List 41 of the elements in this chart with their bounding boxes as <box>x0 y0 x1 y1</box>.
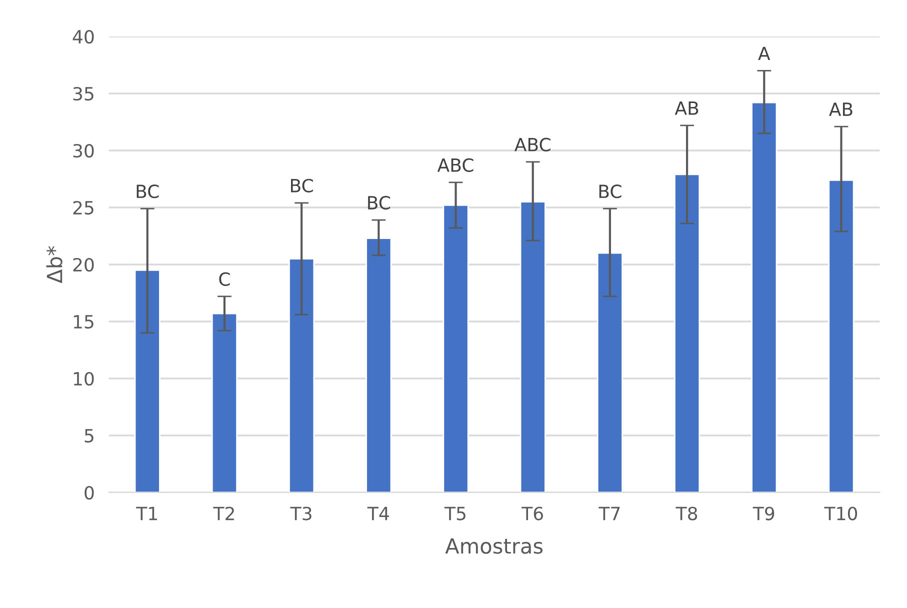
annotation: AB <box>674 102 698 115</box>
annotation: A <box>758 46 770 60</box>
annotation: BC <box>136 184 159 198</box>
y-tick-label: 5 <box>84 429 94 443</box>
bar <box>366 238 392 492</box>
bar <box>211 312 238 492</box>
bar <box>828 179 854 492</box>
annotation: BC <box>291 178 313 192</box>
annotation: BC <box>599 184 622 198</box>
bar <box>596 252 623 492</box>
y-tick-label: 0 <box>84 486 94 500</box>
x-tick-label: T7 <box>598 506 620 520</box>
annotation: AB <box>829 102 852 116</box>
x-tick-label: T3 <box>290 506 312 520</box>
y-tick-label: 35 <box>73 86 94 101</box>
y-tick-label: 10 <box>74 372 94 386</box>
y-tick-label: 15 <box>74 315 94 329</box>
x-tick-label: T9 <box>752 506 774 520</box>
annotation: BC <box>368 196 390 210</box>
x-tick-label: T2 <box>213 506 234 520</box>
bar <box>520 201 546 492</box>
y-tick-label: 25 <box>73 200 94 215</box>
y-axis-title: Δb* <box>46 246 62 284</box>
x-tick-label: T10 <box>824 506 858 520</box>
x-tick-label: T6 <box>522 506 543 520</box>
y-tick-label: 40 <box>72 30 94 44</box>
bar <box>674 174 700 492</box>
annotation: ABC <box>437 158 474 172</box>
y-tick-label: 20 <box>73 258 94 272</box>
bar <box>751 102 778 492</box>
bar <box>442 204 469 492</box>
x-tick-label: T1 <box>136 506 157 520</box>
x-axis-title: Amostras <box>445 538 543 554</box>
bar <box>288 258 315 492</box>
annotation: C <box>219 272 230 286</box>
x-tick-label: T4 <box>367 506 389 520</box>
annotation: ABC <box>514 138 550 152</box>
x-tick-label: T8 <box>676 506 698 520</box>
x-tick-label: T5 <box>444 506 466 520</box>
bar <box>134 269 160 492</box>
y-tick-label: 30 <box>73 144 94 158</box>
